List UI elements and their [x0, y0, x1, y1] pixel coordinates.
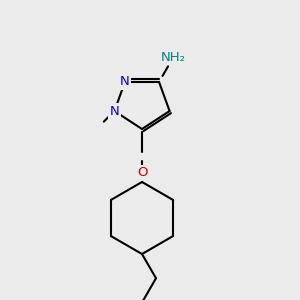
Text: NH₂: NH₂	[161, 51, 186, 64]
Text: O: O	[137, 167, 147, 179]
Text: N: N	[120, 76, 130, 88]
Text: N: N	[110, 104, 119, 118]
